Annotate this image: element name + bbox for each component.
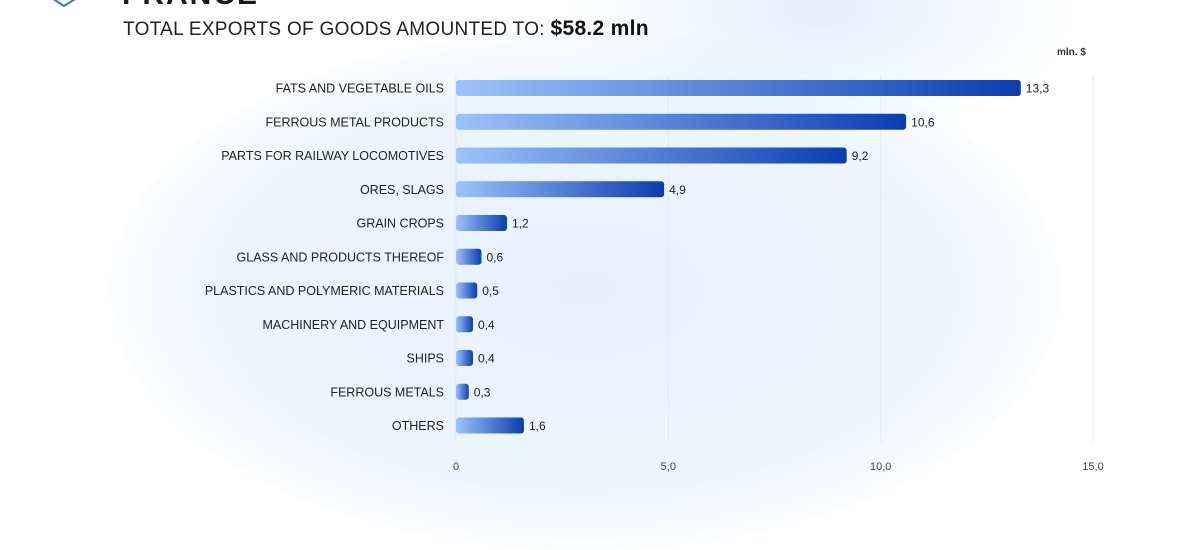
x-tick-label: 5,0 bbox=[661, 461, 676, 473]
bar bbox=[456, 383, 469, 400]
category-label: ORES, SLAGS bbox=[360, 183, 444, 197]
bar bbox=[456, 248, 482, 265]
category-label: PLASTICS AND POLYMERIC MATERIALS bbox=[205, 284, 444, 298]
category-label: FERROUS METAL PRODUCTS bbox=[266, 115, 445, 129]
bar bbox=[456, 350, 473, 366]
value-label: 1,6 bbox=[529, 419, 546, 433]
category-label: FATS AND VEGETABLE OILS bbox=[276, 82, 444, 96]
category-label: SHIPS bbox=[406, 352, 444, 366]
globe-logo-icon bbox=[52, 0, 76, 8]
category-label: GLASS AND PRODUCTS THEREOF bbox=[237, 250, 445, 264]
value-label: 0,4 bbox=[478, 318, 495, 332]
bar bbox=[456, 181, 665, 198]
value-label: 0,5 bbox=[482, 284, 499, 298]
value-label: 13,3 bbox=[1026, 82, 1050, 96]
category-label: MACHINERY AND EQUIPMENT bbox=[262, 318, 444, 332]
x-tick-label: 15,0 bbox=[1082, 461, 1103, 473]
category-label: PARTS FOR RAILWAY LOCOMOTIVES bbox=[221, 149, 444, 163]
country-title: FRANCE bbox=[122, 0, 259, 12]
category-label: FERROUS METALS bbox=[330, 385, 444, 399]
x-tick-label: 10,0 bbox=[870, 461, 891, 473]
bar bbox=[456, 316, 473, 333]
category-label: OTHERS bbox=[392, 419, 444, 433]
value-label: 10,6 bbox=[911, 115, 935, 129]
bar bbox=[456, 80, 1021, 96]
bar bbox=[456, 147, 847, 164]
value-label: 9,2 bbox=[852, 149, 869, 163]
value-label: 0,3 bbox=[474, 385, 491, 399]
bar bbox=[456, 282, 478, 299]
bar bbox=[456, 215, 507, 231]
total-value: $58.2 mln bbox=[550, 17, 649, 40]
value-label: 1,2 bbox=[512, 217, 529, 231]
category-label: GRAIN CROPS bbox=[356, 217, 444, 231]
value-label: 0,4 bbox=[478, 352, 495, 366]
value-label: 4,9 bbox=[669, 183, 686, 197]
subtitle: TOTAL EXPORTS OF GOODS AMOUNTED TO: $58.… bbox=[123, 17, 649, 41]
bar bbox=[456, 113, 907, 130]
bar-chart: 0 5,0 10,0 15,0 FATS AND VEGETABLE OILS 13,3 F… bbox=[205, 75, 1104, 473]
unit-label: mln. $ bbox=[1057, 47, 1086, 58]
value-label: 0,6 bbox=[486, 250, 503, 264]
bar bbox=[456, 417, 524, 434]
x-tick-label: 0 bbox=[453, 461, 459, 473]
subtitle-prefix: TOTAL EXPORTS OF GOODS AMOUNTED TO: bbox=[123, 19, 545, 40]
